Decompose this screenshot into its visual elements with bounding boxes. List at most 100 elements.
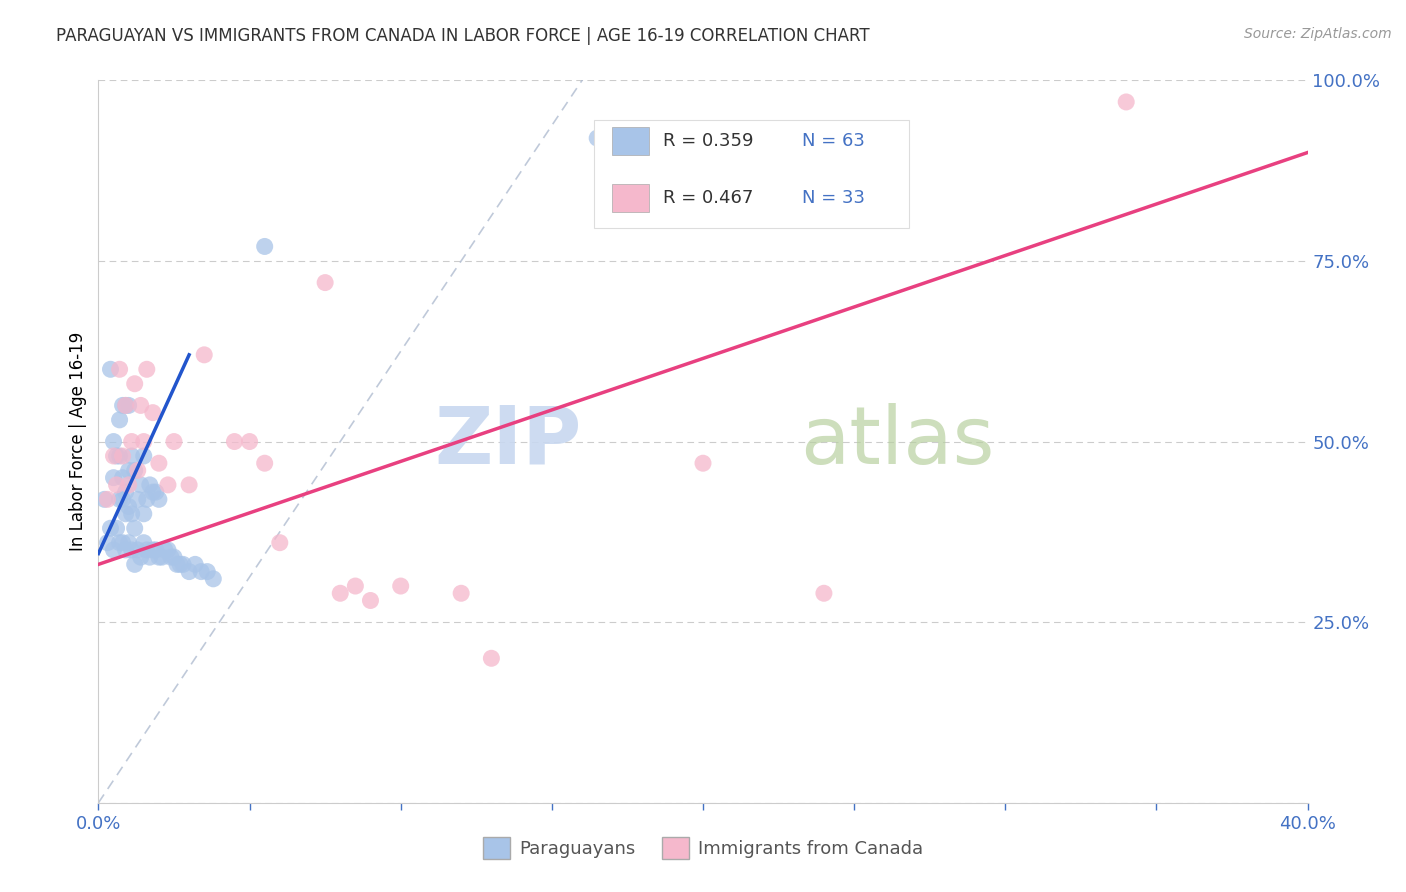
Point (105, 521, 128, 535)
Point (132, 535, 155, 549)
Point (135, 542, 157, 557)
Point (114, 398, 136, 412)
Point (111, 398, 134, 412)
Legend: Paraguayans, Immigrants from Canada: Paraguayans, Immigrants from Canada (475, 830, 931, 866)
Point (169, 558, 191, 572)
Point (105, 478, 128, 492)
Point (1115, 95, 1137, 109)
Point (314, 276, 336, 290)
Point (124, 376, 146, 391)
Point (100, 521, 122, 535)
Text: R = 0.359: R = 0.359 (664, 132, 754, 150)
Point (586, 131, 609, 145)
Text: atlas: atlas (800, 402, 994, 481)
Point (111, 492, 134, 507)
Point (148, 456, 170, 470)
Point (103, 542, 125, 557)
Point (124, 463, 146, 477)
Point (156, 478, 179, 492)
Point (148, 492, 170, 507)
Point (129, 550, 152, 565)
Point (253, 456, 276, 470)
Point (121, 507, 143, 521)
Point (124, 558, 146, 572)
Point (114, 507, 136, 521)
Point (124, 521, 146, 535)
Point (103, 470, 125, 484)
Point (108, 535, 131, 549)
Point (145, 542, 167, 557)
Point (129, 478, 152, 492)
Y-axis label: In Labor Force | Age 16-19: In Labor Force | Age 16-19 (69, 332, 87, 551)
Point (166, 558, 188, 572)
Point (135, 492, 157, 507)
Point (111, 449, 134, 463)
Point (103, 449, 125, 463)
Point (195, 565, 218, 579)
Point (450, 586, 472, 600)
Point (813, 586, 835, 600)
Point (100, 362, 122, 376)
Point (148, 550, 170, 565)
Point (193, 348, 215, 362)
Point (190, 565, 212, 579)
Point (114, 485, 136, 500)
Point (118, 398, 141, 412)
Point (163, 434, 186, 449)
Point (224, 434, 246, 449)
Point (132, 449, 155, 463)
Point (118, 500, 141, 514)
Point (103, 434, 125, 449)
Point (692, 456, 714, 470)
Point (153, 542, 176, 557)
Point (344, 579, 367, 593)
Point (360, 593, 382, 607)
Text: R = 0.467: R = 0.467 (664, 189, 754, 207)
Point (150, 550, 173, 565)
Point (142, 542, 165, 557)
Point (132, 507, 155, 521)
Point (269, 535, 291, 549)
Point (163, 550, 186, 565)
Point (139, 478, 162, 492)
Point (239, 434, 262, 449)
Point (156, 542, 179, 557)
Point (139, 550, 162, 565)
Point (114, 398, 136, 412)
Point (96, 492, 118, 507)
Point (108, 449, 131, 463)
FancyBboxPatch shape (613, 128, 648, 154)
Point (121, 542, 143, 557)
Point (129, 398, 152, 412)
Point (329, 586, 352, 600)
Point (121, 434, 143, 449)
Point (253, 239, 276, 253)
Point (118, 478, 141, 492)
Text: ZIP: ZIP (434, 402, 582, 481)
Point (127, 463, 149, 477)
FancyBboxPatch shape (613, 185, 648, 211)
Point (142, 485, 165, 500)
Point (121, 449, 143, 463)
Point (118, 463, 141, 477)
Point (172, 558, 194, 572)
Point (179, 565, 201, 579)
Text: N = 33: N = 33 (803, 189, 865, 207)
Text: PARAGUAYAN VS IMMIGRANTS FROM CANADA IN LABOR FORCE | AGE 16-19 CORRELATION CHAR: PARAGUAYAN VS IMMIGRANTS FROM CANADA IN … (56, 27, 870, 45)
Point (135, 362, 157, 376)
Point (105, 449, 128, 463)
Point (389, 579, 412, 593)
Point (114, 542, 136, 557)
Text: Source: ZipAtlas.com: Source: ZipAtlas.com (1244, 27, 1392, 41)
Point (111, 470, 134, 484)
Point (108, 413, 131, 427)
Point (108, 362, 131, 376)
Point (184, 558, 207, 572)
Point (96, 535, 118, 549)
Point (127, 492, 149, 507)
Point (118, 535, 141, 549)
Point (145, 485, 167, 500)
Point (108, 492, 131, 507)
Point (93, 492, 115, 507)
Text: N = 63: N = 63 (803, 132, 865, 150)
